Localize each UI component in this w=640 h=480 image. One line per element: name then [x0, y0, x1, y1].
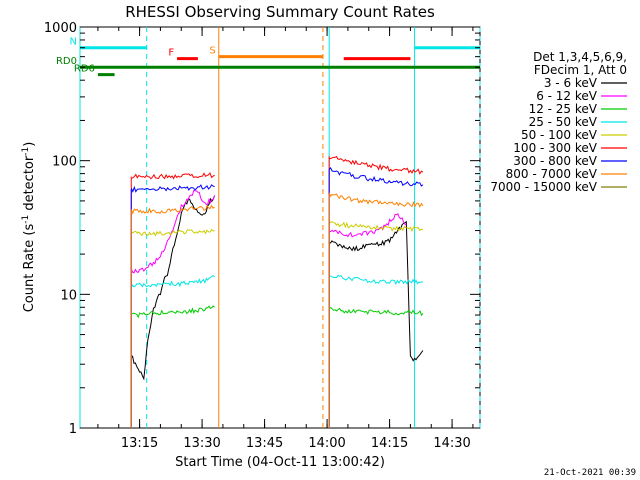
flag-label: RD0 — [56, 56, 77, 67]
y-axis-label-sup1: -1 — [21, 215, 31, 224]
y-tick-label: 100 — [52, 155, 77, 170]
y-axis-label-end: ) — [22, 142, 37, 147]
event-lines — [79, 27, 481, 428]
series-line — [328, 306, 424, 317]
plot-frame — [79, 26, 481, 429]
chart-title: RHESSI Observing Summary Count Rates — [125, 3, 435, 21]
series-line — [130, 189, 216, 274]
series-lines — [130, 155, 424, 428]
flag-label: S — [209, 46, 215, 57]
y-axis-label: Count Rate (s-1 detector-1) — [21, 142, 37, 313]
series-line — [131, 172, 215, 180]
y-axis-label-sup2: -1 — [21, 147, 31, 156]
legend-entry: 50 - 100 keV — [521, 128, 598, 142]
series-line — [328, 192, 424, 208]
x-axis-label: Start Time (04-Oct-11 13:00:42) — [175, 455, 385, 470]
plot-border — [79, 26, 481, 429]
legend-entry: 3 - 6 keV — [544, 76, 598, 90]
legend-entry: 100 - 300 keV — [513, 141, 597, 155]
legend-entry: 12 - 25 keV — [529, 102, 598, 116]
legend-header: Det 1,3,4,5,6,9, — [533, 50, 627, 64]
y-axis-label-mid: detector — [22, 155, 37, 215]
flag-label: F — [168, 48, 174, 59]
legend-entry: 6 - 12 keV — [536, 89, 598, 103]
series-line — [329, 274, 424, 285]
legend-entry: 25 - 50 keV — [529, 115, 598, 129]
y-tick-label: 10 — [60, 288, 77, 303]
series-line — [130, 184, 215, 193]
y-tick-label: 1000 — [44, 21, 77, 36]
y-tick-label: 1 — [69, 422, 77, 437]
timestamp-footer: 21-Oct-2021 00:39 — [544, 468, 636, 478]
series-line — [329, 213, 407, 238]
y-axis-label-main: Count Rate (s — [22, 224, 37, 313]
legend: Det 1,3,4,5,6,9,FDecim 1, Att 03 - 6 keV… — [490, 50, 627, 194]
x-tick-label: 13:45 — [246, 436, 283, 451]
axis-ticks: 13:15 13:30 13:45 14:00 14:15 14:30 1 10 100 1000 — [44, 21, 480, 451]
legend-entry: 300 - 800 keV — [513, 154, 597, 168]
series-line — [328, 167, 424, 187]
x-tick-label: 14:00 — [308, 436, 345, 451]
x-tick-label: 13:30 — [183, 436, 220, 451]
series-line — [131, 305, 215, 319]
legend-entry: 800 - 7000 keV — [506, 167, 598, 181]
series-line — [329, 155, 424, 175]
series-line — [328, 221, 423, 233]
legend-header: FDecim 1, Att 0 — [534, 63, 627, 77]
flag-label: RD6 — [74, 64, 95, 75]
series-line — [131, 228, 215, 237]
flag-label: N — [70, 37, 77, 48]
x-tick-label: 13:15 — [121, 436, 158, 451]
series-line — [130, 204, 215, 215]
legend-entry: 7000 - 15000 keV — [490, 180, 597, 194]
x-tick-label: 14:30 — [433, 436, 470, 451]
series-line — [130, 275, 215, 288]
series-line — [329, 220, 424, 362]
series-line — [130, 195, 216, 381]
x-tick-label: 14:15 — [371, 436, 408, 451]
